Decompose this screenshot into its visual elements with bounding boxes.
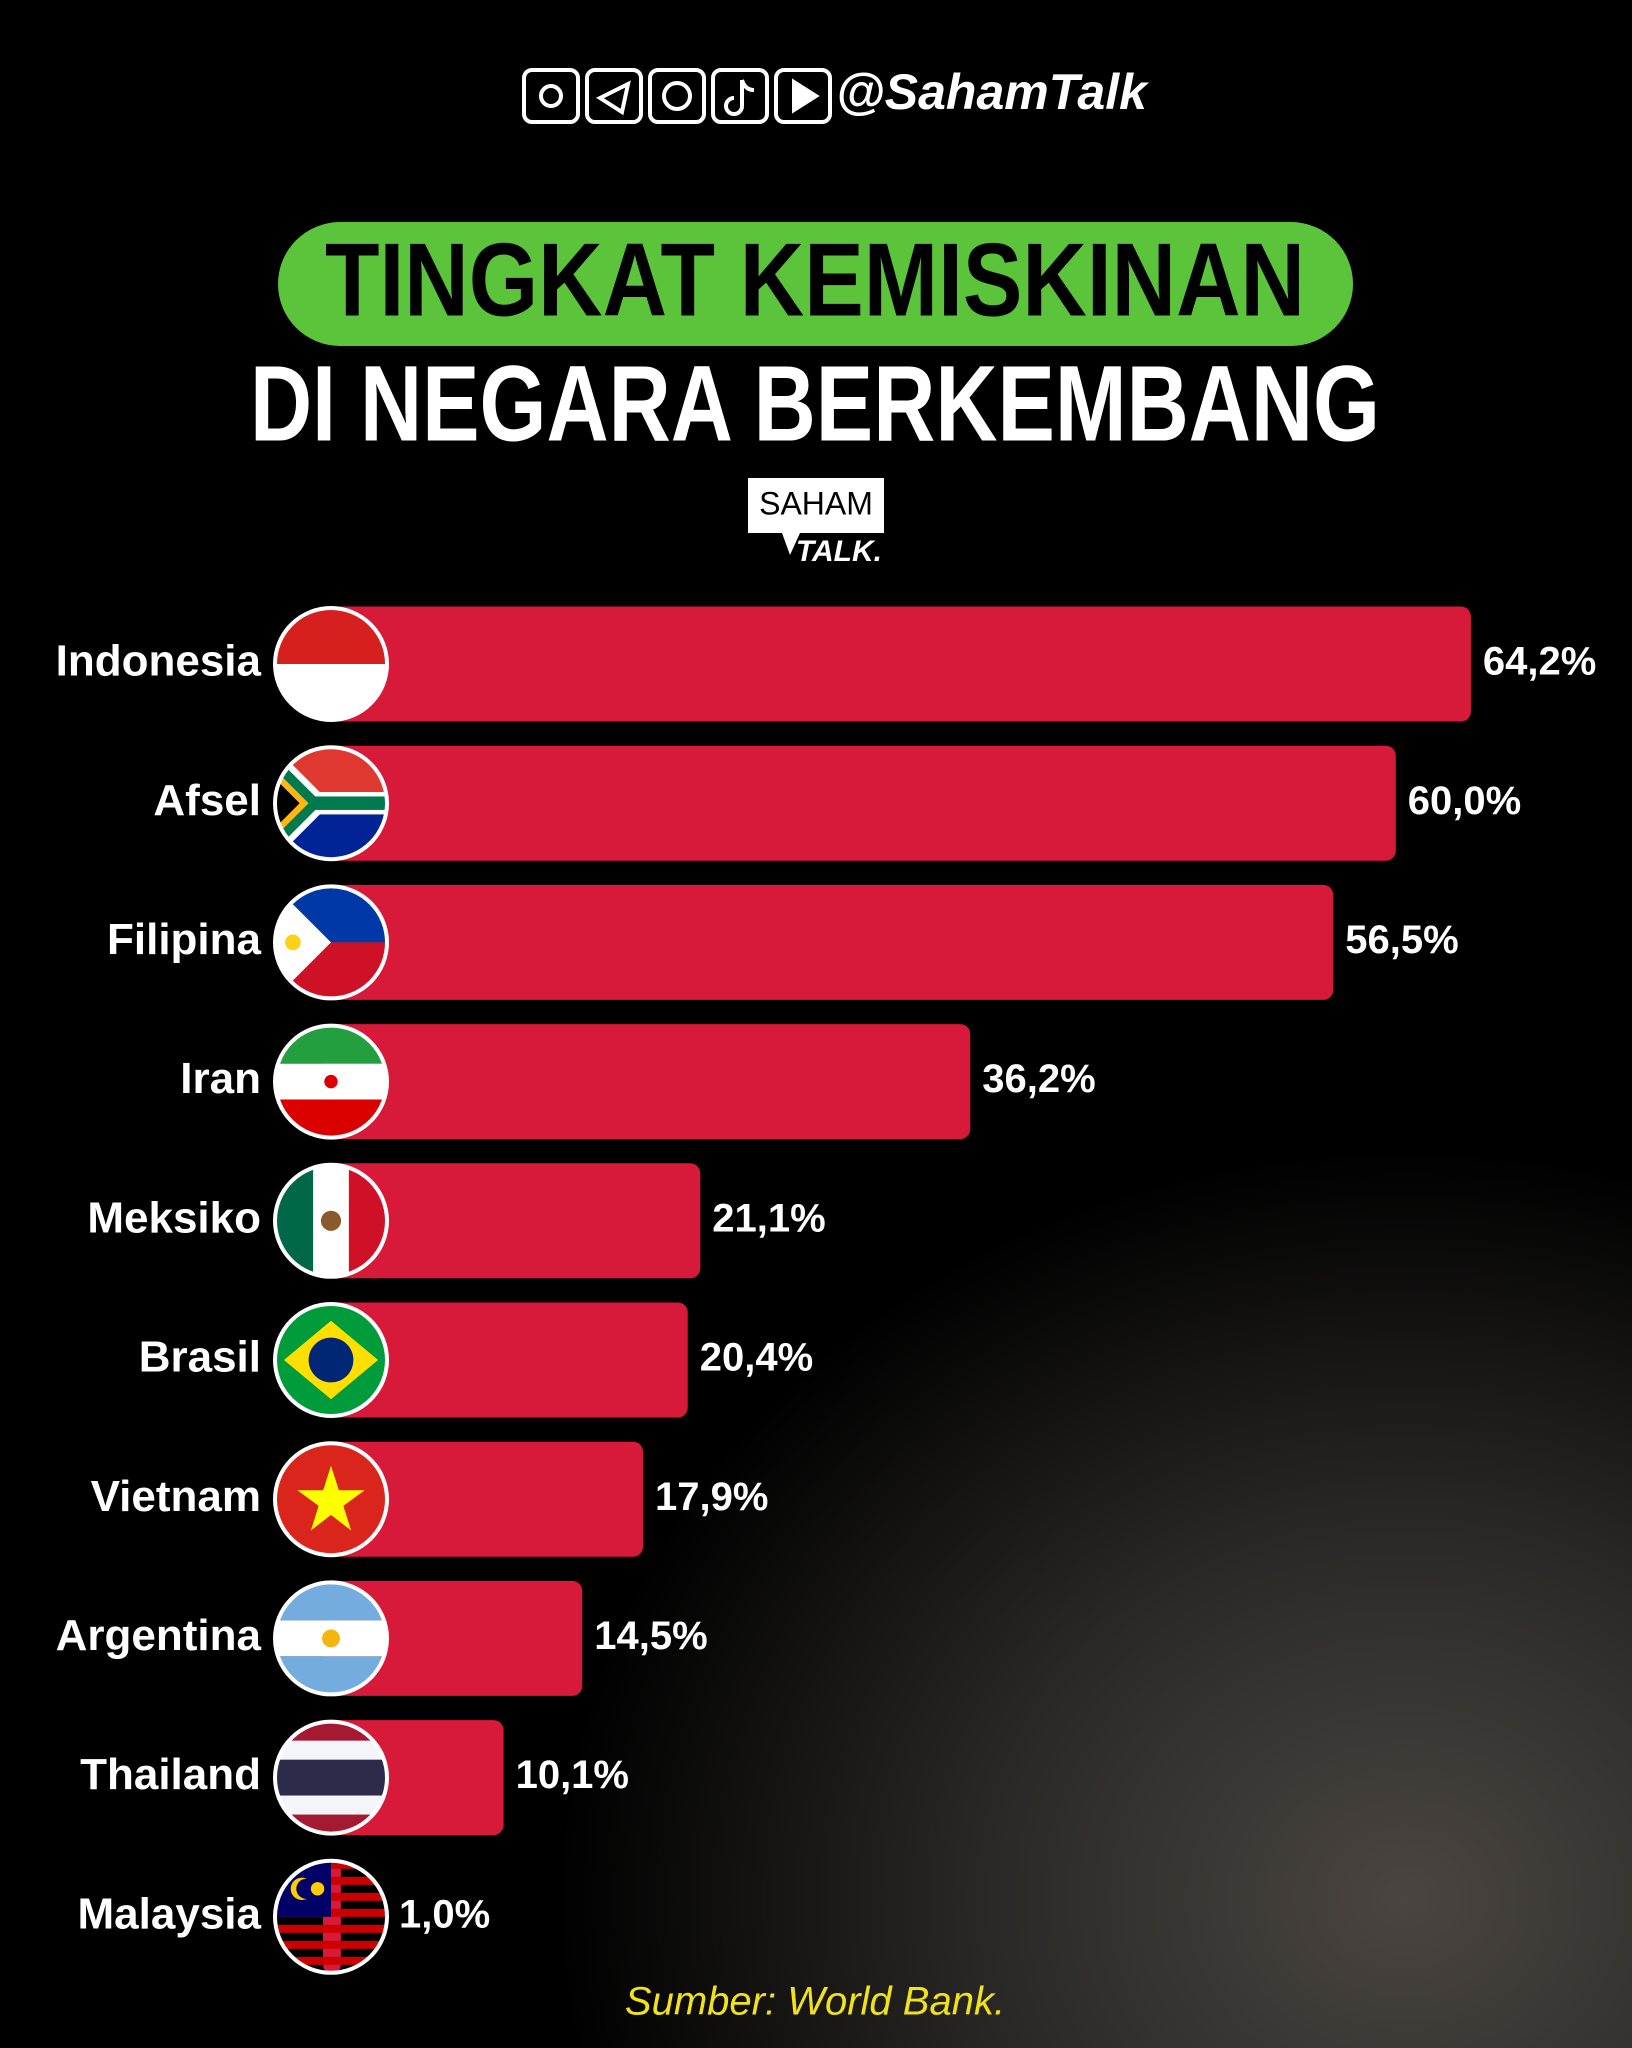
- category-label: Filipina: [107, 915, 262, 964]
- flag-border: [273, 1302, 389, 1418]
- category-label: Iran: [180, 1054, 261, 1103]
- value-label: 10,1%: [516, 1753, 629, 1797]
- flag-border: [273, 745, 389, 862]
- bar: [323, 1580, 583, 1696]
- logo-top: SAHAM: [759, 485, 873, 521]
- flag: [275, 1721, 387, 1834]
- flag-part: [297, 1465, 365, 1531]
- value-label: 56,5%: [1345, 918, 1458, 962]
- source: Sumber: World Bank.: [625, 1980, 1005, 2024]
- logo-bottom: TALK.: [796, 535, 882, 568]
- logo-box: [748, 478, 884, 555]
- flag-border: [273, 1580, 389, 1697]
- value-label: 17,9%: [655, 1475, 768, 1519]
- category-label: Vietnam: [91, 1472, 261, 1521]
- flag-border: [273, 1162, 389, 1279]
- chart-subtitle: DI NEGARA BERKEMBANG: [250, 343, 1380, 464]
- flag-border: [273, 606, 389, 722]
- flag-part: [275, 886, 331, 999]
- bars: Indonesia 64,2% Afsel 60,0% Filipina 56,5% Ira…: [56, 606, 1596, 1975]
- bar: [323, 745, 1396, 861]
- flag-part: [308, 796, 387, 810]
- bar: [323, 884, 1334, 1000]
- flag-part: [275, 1759, 387, 1796]
- category-label: Afsel: [153, 776, 261, 825]
- bar: [323, 1163, 701, 1279]
- handle: @SahamTalk: [836, 64, 1149, 120]
- value-label: 1,0%: [399, 1892, 490, 1936]
- value-label: 60,0%: [1408, 779, 1521, 823]
- flag-part: [275, 1924, 387, 1933]
- flag: [275, 1025, 387, 1138]
- flag-part: [285, 934, 301, 951]
- value-label: 64,2%: [1483, 640, 1596, 684]
- category-label: Argentina: [56, 1611, 262, 1660]
- flag-part: [324, 1074, 338, 1089]
- value-label: 14,5%: [594, 1614, 707, 1658]
- flag-border: [273, 1023, 389, 1140]
- title-pill: [278, 222, 1353, 346]
- flag: [275, 1443, 387, 1556]
- flag-part: [275, 1956, 387, 1965]
- category-label: Meksiko: [87, 1193, 261, 1242]
- category-label: Indonesia: [56, 637, 262, 686]
- bar: [323, 1441, 644, 1557]
- flag-part: [275, 1940, 387, 1949]
- flag-border: [273, 1441, 389, 1558]
- flag-part: [310, 1882, 325, 1896]
- flag-part: [296, 1878, 317, 1899]
- flag-part: [275, 778, 300, 828]
- bar: [323, 1302, 688, 1418]
- flag-border: [273, 884, 389, 1001]
- category-label: Brasil: [139, 1333, 261, 1382]
- category-label: Thailand: [80, 1750, 261, 1799]
- value-label: 20,4%: [700, 1336, 813, 1380]
- chart-title: TINGKAT KEMISKINAN: [325, 222, 1305, 338]
- flag-border: [273, 1719, 389, 1836]
- category-label: Malaysia: [78, 1889, 262, 1938]
- value-label: 36,2%: [982, 1057, 1095, 1101]
- flag-part: [308, 1337, 354, 1383]
- flag-part: [320, 1210, 342, 1231]
- flag: [275, 1304, 387, 1416]
- social-icons: [522, 68, 832, 124]
- bar: [323, 1024, 971, 1140]
- value-label: 21,1%: [712, 1196, 825, 1240]
- flag-part: [322, 1629, 340, 1648]
- flag-border: [273, 1858, 389, 1975]
- bar: [323, 606, 1471, 722]
